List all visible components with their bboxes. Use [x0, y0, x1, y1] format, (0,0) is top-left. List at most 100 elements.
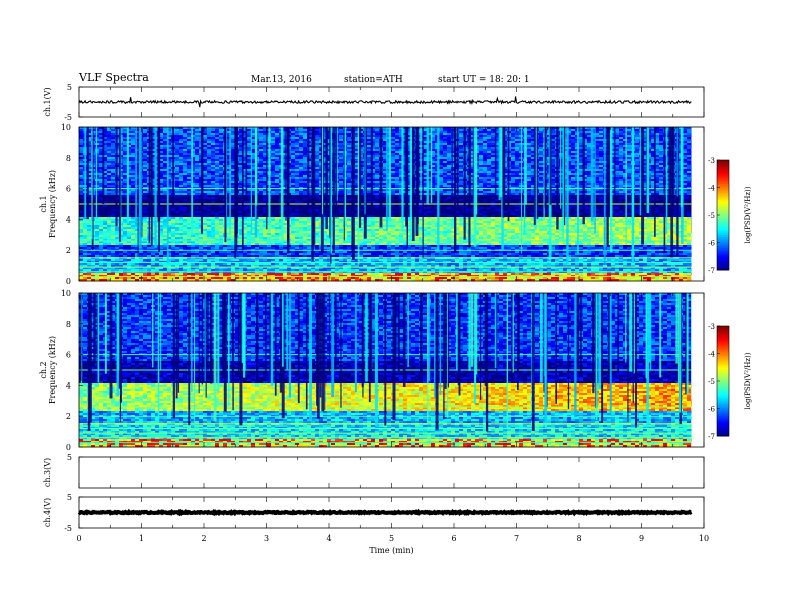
spectrogram-cell	[371, 173, 376, 176]
spectrogram-cell	[431, 159, 436, 162]
spectrogram-cell	[215, 181, 220, 184]
spectrogram-cell	[587, 145, 592, 148]
spectrogram-cell	[683, 183, 688, 186]
spectrogram-cell	[303, 189, 308, 192]
spectrogram-cell	[407, 185, 412, 188]
spectrogram-cell	[155, 181, 160, 184]
spectrogram-cell	[391, 151, 396, 154]
spectrogram-cell	[251, 169, 256, 172]
spectrogram-cell	[87, 131, 92, 134]
spectrogram-cell	[79, 155, 84, 158]
spectrogram-cell	[143, 177, 148, 180]
spectrogram-cell	[183, 181, 188, 184]
spectrogram-cell	[187, 157, 192, 160]
spectrogram-cell	[483, 151, 488, 154]
spectrogram-cell	[131, 189, 136, 192]
spectrogram-cell	[299, 173, 304, 176]
spectrogram-cell	[451, 169, 456, 172]
spectrogram-cell	[231, 149, 236, 152]
spectrogram-cell	[487, 133, 492, 136]
spectrogram-cell	[323, 137, 328, 140]
spectrogram-cell	[619, 133, 624, 136]
spectrogram-cell	[299, 139, 304, 142]
spectrogram-cell	[407, 153, 412, 156]
spectrogram-cell	[95, 177, 100, 180]
spectrogram-cell	[95, 191, 100, 194]
spectrogram-cell	[395, 145, 400, 148]
spectrogram-cell	[263, 143, 268, 146]
spectrogram-cell	[371, 175, 376, 178]
spectrogram-cell	[423, 139, 428, 142]
spectrogram-cell	[79, 131, 84, 134]
spectrogram-cell	[191, 189, 196, 192]
spectrogram-cell	[111, 141, 116, 144]
spectrogram-cell	[251, 135, 256, 138]
spectrogram-cell	[371, 135, 376, 138]
spectrogram-cell	[531, 161, 536, 164]
spectrogram-cell	[175, 141, 180, 144]
spectrogram-cell	[431, 189, 436, 192]
spectrogram-cell	[87, 161, 92, 164]
spectrogram-cell	[439, 159, 444, 162]
spectrogram-cell	[231, 183, 236, 186]
spectrogram-cell	[247, 139, 252, 142]
spectrogram-cell	[483, 141, 488, 144]
spectrogram-cell	[87, 149, 92, 152]
spectrogram-cell	[443, 139, 448, 142]
spectrogram-cell	[251, 147, 256, 150]
spectrogram-cell	[383, 147, 388, 150]
spectrogram-cell	[615, 149, 620, 152]
spectrogram-cell	[103, 157, 108, 160]
spectrogram-cell	[131, 159, 136, 162]
spectrogram-cell	[483, 139, 488, 142]
spectrogram-cell	[155, 179, 160, 182]
spectrogram-cell	[175, 149, 180, 152]
spectrogram-cell	[375, 135, 380, 138]
spectrogram-cell	[211, 167, 216, 170]
spectrogram-cell	[491, 159, 496, 162]
spectrogram-cell	[95, 137, 100, 140]
spectrogram-cell	[403, 185, 408, 188]
spectrogram-cell	[99, 173, 104, 176]
spectrogram-cell	[211, 183, 216, 186]
spectrogram-cell	[283, 179, 288, 182]
spectrogram-cell	[299, 169, 304, 172]
spectrogram-cell	[79, 177, 84, 180]
spectrogram-cell	[479, 169, 484, 172]
spectrogram-cell	[203, 129, 208, 132]
spectrogram-cell	[179, 163, 184, 166]
spectrogram-cell	[479, 145, 484, 148]
spectrogram-cell	[167, 145, 172, 148]
spectrogram-cell	[79, 129, 84, 132]
spectrogram-cell	[155, 175, 160, 178]
spectrogram-cell	[103, 179, 108, 182]
spectrogram-cell	[211, 149, 216, 152]
spectrogram-cell	[443, 135, 448, 138]
spectrogram-cell	[179, 185, 184, 188]
spectrogram-cell	[251, 189, 256, 192]
spectrogram-cell	[295, 189, 300, 192]
spectrogram-cell	[615, 181, 620, 184]
spectrogram-cell	[127, 175, 132, 178]
spectrogram-cell	[659, 175, 664, 178]
spectrogram-cell	[315, 163, 320, 166]
spectrogram-cell	[103, 173, 108, 176]
spectrogram-cell	[619, 131, 624, 134]
spectrogram-cell	[643, 177, 648, 180]
spectrogram-cell	[227, 171, 232, 174]
spectrogram-cell	[99, 157, 104, 160]
spectrogram-cell	[219, 183, 224, 186]
spectrogram-cell	[127, 181, 132, 184]
spectrogram-cell	[251, 177, 256, 180]
spectrogram-cell	[111, 159, 116, 162]
spectrogram-cell	[583, 189, 588, 192]
spectrogram-cell	[599, 173, 604, 176]
spectrogram-cell	[271, 145, 276, 148]
spectrogram-cell	[143, 157, 148, 160]
spectrogram-cell	[159, 133, 164, 136]
spectrogram-cell	[619, 185, 624, 188]
spectrogram-cell	[491, 173, 496, 176]
spectrogram-cell	[431, 181, 436, 184]
spectrogram-cell	[303, 141, 308, 144]
spectrogram-cell	[655, 137, 660, 140]
